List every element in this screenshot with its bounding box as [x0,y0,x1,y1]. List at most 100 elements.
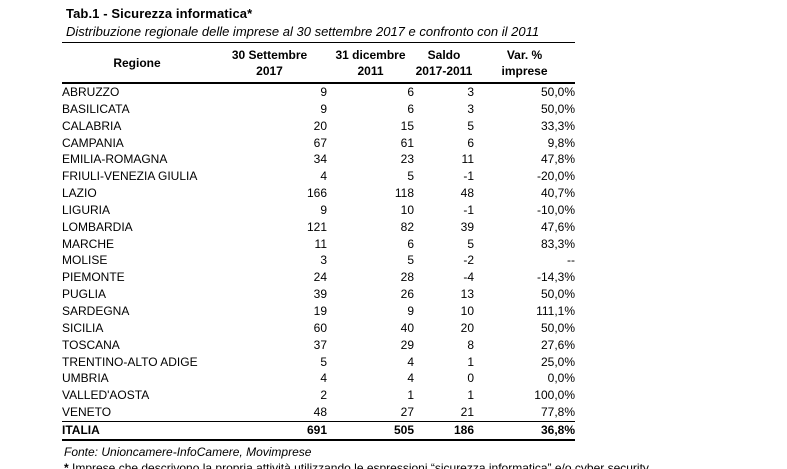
value-saldo: 39 [460,219,474,234]
total-label: ITALIA [62,420,212,442]
value-var-percent: 50,0% [540,287,575,302]
value-2011: 26 [400,287,414,302]
value-2017: 48 [313,405,327,420]
value-2017: 67 [313,135,327,150]
table-row: TRENTINO-ALTO ADIGE 5 4 1 25,0% [62,354,575,371]
table-row: LAZIO 166 118 48 40,7% [62,185,575,202]
value-saldo: 1 [467,388,474,403]
value-2011: 27 [400,405,414,420]
value-2017: 9 [320,85,327,99]
value-saldo: 5 [467,236,474,251]
region-name: VALLED'AOSTA [62,388,150,403]
value-saldo: 5 [467,118,474,133]
value-var-percent: 50,0% [540,85,575,99]
value-saldo: 11 [461,152,474,167]
value-saldo: 21 [460,405,474,420]
total-saldo: 186 [414,420,474,442]
value-2011: 23 [400,152,414,167]
region-name: SARDEGNA [62,303,130,318]
value-var-percent: 111,1% [536,303,575,318]
value-2011: 6 [407,236,414,251]
value-var-percent: 50,0% [540,101,575,116]
value-saldo: 3 [467,101,474,116]
footnote-text: Imprese che descrivono la propria attivi… [68,461,649,469]
table-header: Regione 30 Settembre 2017 31 dicembre 20… [62,42,575,84]
total-row: ITALIA 691 505 186 36,8% [62,420,575,442]
value-var-percent: 27,6% [540,337,575,352]
value-saldo: 1 [467,354,474,369]
value-saldo: 48 [460,186,474,201]
column-header-var-percent: Var. % imprese [474,42,575,84]
value-var-percent: 25,0% [540,354,575,369]
value-2017: 19 [313,303,327,318]
table-row: PUGLIA 39 26 13 50,0% [62,286,575,303]
value-var-percent: 47,8% [540,152,575,167]
region-name: LIGURIA [62,202,111,217]
table-row: VALLED'AOSTA 2 1 1 100,0% [62,387,575,404]
header-line: Var. % [506,48,543,62]
value-var-percent: 47,6% [540,219,575,234]
region-name: LAZIO [62,186,97,201]
table-row: CALABRIA 20 15 5 33,3% [62,118,575,135]
value-2011: 61 [400,135,414,150]
value-saldo: -2 [463,253,474,268]
region-name: PUGLIA [62,287,107,302]
value-2017: 20 [313,118,327,133]
value-2017: 9 [320,202,327,217]
region-name: SICILIA [62,320,104,335]
value-2011: 5 [407,253,414,268]
value-2011: 40 [400,320,414,335]
column-header-31-dicembre-2011: 31 dicembre 2011 [327,42,414,84]
region-name: ABRUZZO [62,85,120,99]
column-header-regione: Regione [62,42,212,84]
table-row: UMBRIA 4 4 0 0,0% [62,370,575,387]
value-2011: 6 [407,101,414,116]
value-2017: 5 [320,354,327,369]
value-saldo: 3 [467,85,474,99]
region-name: FRIULI-VENEZIA GIULIA [62,169,198,184]
value-2017: 37 [313,337,327,352]
value-var-percent: 77,8% [540,405,575,420]
value-saldo: -4 [463,270,474,285]
value-2017: 166 [306,186,327,201]
value-2017: 34 [313,152,327,167]
value-var-percent: 50,0% [540,320,575,335]
table-title: Tab.1 - Sicurezza informatica* [66,6,253,21]
value-2011: 4 [407,371,414,386]
value-saldo: 0 [467,371,474,386]
table-row: BASILICATA 9 6 3 50,0% [62,101,575,118]
value-var-percent: 100,0% [534,388,575,403]
footnote: * Imprese che descrivono la propria atti… [64,461,787,469]
value-2011: 6 [407,85,414,99]
header-line: 2017-2011 [415,64,473,78]
header-line: 30 Settembre [231,48,308,62]
region-name: MARCHE [62,236,115,251]
value-saldo: -1 [463,169,474,184]
region-name: TRENTINO-ALTO ADIGE [62,354,198,369]
value-2017: 60 [313,320,327,335]
value-2017: 121 [306,219,327,234]
table-row: MOLISE 3 5 -2 -- [62,252,575,269]
table-row: VENETO 48 27 21 77,8% [62,404,575,421]
table-row: FRIULI-VENEZIA GIULIA 4 5 -1 -20,0% [62,168,575,185]
value-var-percent: -- [567,253,575,268]
value-2011: 28 [400,270,414,285]
regional-data-table: Regione 30 Settembre 2017 31 dicembre 20… [62,42,575,442]
value-var-percent: 83,3% [540,236,575,251]
table-row: EMILIA-ROMAGNA 34 23 11 47,8% [62,151,575,168]
value-saldo: 10 [460,303,474,318]
table-subtitle: Distribuzione regionale delle imprese al… [66,24,540,39]
column-header-saldo: Saldo 2017-2011 [414,42,474,84]
region-name: PIEMONTE [62,270,125,285]
table-row: MARCHE 11 6 5 83,3% [62,236,575,253]
header-row: Regione 30 Settembre 2017 31 dicembre 20… [62,42,575,84]
value-2017: 11 [314,236,327,251]
table-row: ABRUZZO 9 6 3 50,0% [62,83,575,101]
value-2011: 118 [394,186,414,201]
header-line: Saldo [427,48,461,62]
value-2011: 1 [407,388,414,403]
table-row: TOSCANA 37 29 8 27,6% [62,337,575,354]
value-var-percent: -14,3% [536,270,575,285]
value-2011: 4 [407,354,414,369]
table-body: ABRUZZO 9 6 3 50,0% BASILICATA 9 6 3 50,… [62,83,575,421]
